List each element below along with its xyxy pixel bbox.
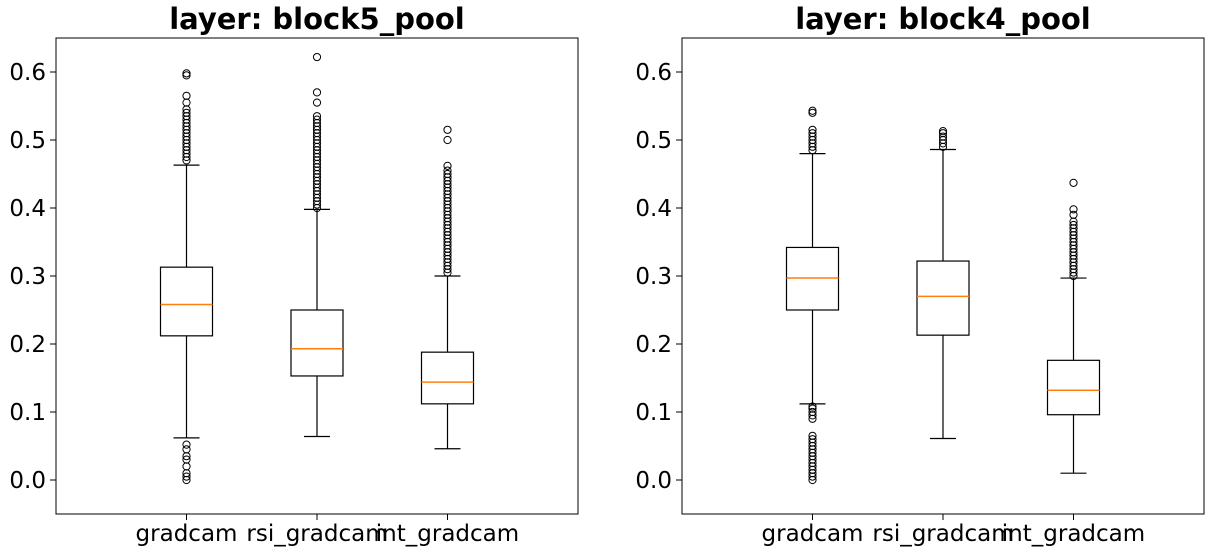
outlier-point xyxy=(182,91,191,100)
box-int_gradcam xyxy=(420,125,475,450)
outlier-point xyxy=(312,88,322,97)
y-tick-label: 0.4 xyxy=(9,196,46,222)
outlier-point xyxy=(312,98,322,107)
outlier-point xyxy=(182,462,191,471)
outlier-point xyxy=(1069,205,1078,214)
outlier-point xyxy=(808,402,817,411)
y-tick-label: 0.2 xyxy=(635,332,672,358)
outlier-point xyxy=(182,69,191,78)
outlier-point xyxy=(1069,178,1078,187)
x-tick-label: rsi_gradcam xyxy=(872,521,1013,547)
x-tick-label: gradcam xyxy=(136,521,238,547)
box-int_gradcam xyxy=(1046,178,1101,474)
outlier-point xyxy=(1069,220,1078,230)
outlier-point xyxy=(808,431,817,440)
y-tick-label: 0.5 xyxy=(635,128,672,154)
outlier-point xyxy=(443,169,452,179)
outlier-point xyxy=(443,166,452,175)
box-gradcam xyxy=(785,106,840,485)
outlier-point xyxy=(182,98,191,107)
outlier-point xyxy=(808,435,817,444)
outlier-point xyxy=(182,71,191,80)
y-tick-label: 0.6 xyxy=(9,60,46,86)
y-tick-label: 0.3 xyxy=(635,264,672,290)
iqr-box xyxy=(420,351,475,405)
y-tick-label: 0.1 xyxy=(635,400,672,426)
y-tick-label: 0.2 xyxy=(9,332,46,358)
outlier-point xyxy=(443,135,452,145)
outlier-point xyxy=(808,129,817,138)
chart-block5-pool: layer: block5_pool 0.0 0.1 0.2 0.3 0.4 0.5 0.6 g… xyxy=(9,2,579,547)
outlier-point xyxy=(938,127,948,136)
iqr-box xyxy=(159,266,214,337)
iqr-box xyxy=(1046,359,1101,416)
x-tick-label: rsi_gradcam xyxy=(246,521,387,547)
outlier-point xyxy=(312,112,322,121)
outlier-point xyxy=(808,404,817,413)
y-tick-label: 0.1 xyxy=(9,400,46,426)
outlier-point xyxy=(808,108,817,117)
outlier-point xyxy=(443,161,452,170)
outlier-point xyxy=(808,407,817,417)
outlier-point xyxy=(182,472,191,481)
y-tick-label: 0.0 xyxy=(9,468,46,494)
outlier-point xyxy=(182,445,191,454)
y-tick-label: 0.3 xyxy=(9,264,46,290)
box-rsi_gradcam xyxy=(916,127,970,440)
outlier-point xyxy=(938,132,948,141)
outlier-point xyxy=(182,455,191,464)
outlier-point xyxy=(182,108,191,117)
outlier-point xyxy=(808,125,817,134)
chart-title: layer: block4_pool xyxy=(795,2,1091,36)
x-tick-label: int_gradcam xyxy=(1002,521,1145,547)
plot-frame xyxy=(681,37,1205,515)
box-gradcam xyxy=(159,69,214,485)
outlier-point xyxy=(312,52,322,62)
outlier-point xyxy=(443,125,452,134)
outlier-point xyxy=(182,440,191,449)
box-rsi_gradcam xyxy=(290,52,344,438)
x-tick-label: gradcam xyxy=(762,521,864,547)
y-tick-label: 0.4 xyxy=(635,196,672,222)
outlier-point xyxy=(312,115,322,124)
x-tick-label: int_gradcam xyxy=(376,521,519,547)
y-tick-label: 0.0 xyxy=(635,468,672,494)
chart-block4-pool: layer: block4_pool 0.0 0.1 0.2 0.3 0.4 0.5 0.6 g… xyxy=(635,2,1205,547)
outlier-point xyxy=(1069,210,1078,219)
chart-title: layer: block5_pool xyxy=(169,2,465,36)
outlier-point xyxy=(938,129,948,138)
iqr-box xyxy=(290,309,344,377)
plot-frame xyxy=(55,37,579,515)
y-tick-label: 0.6 xyxy=(635,60,672,86)
y-tick-label: 0.5 xyxy=(9,128,46,154)
outlier-point xyxy=(808,106,817,115)
iqr-box xyxy=(916,260,970,336)
